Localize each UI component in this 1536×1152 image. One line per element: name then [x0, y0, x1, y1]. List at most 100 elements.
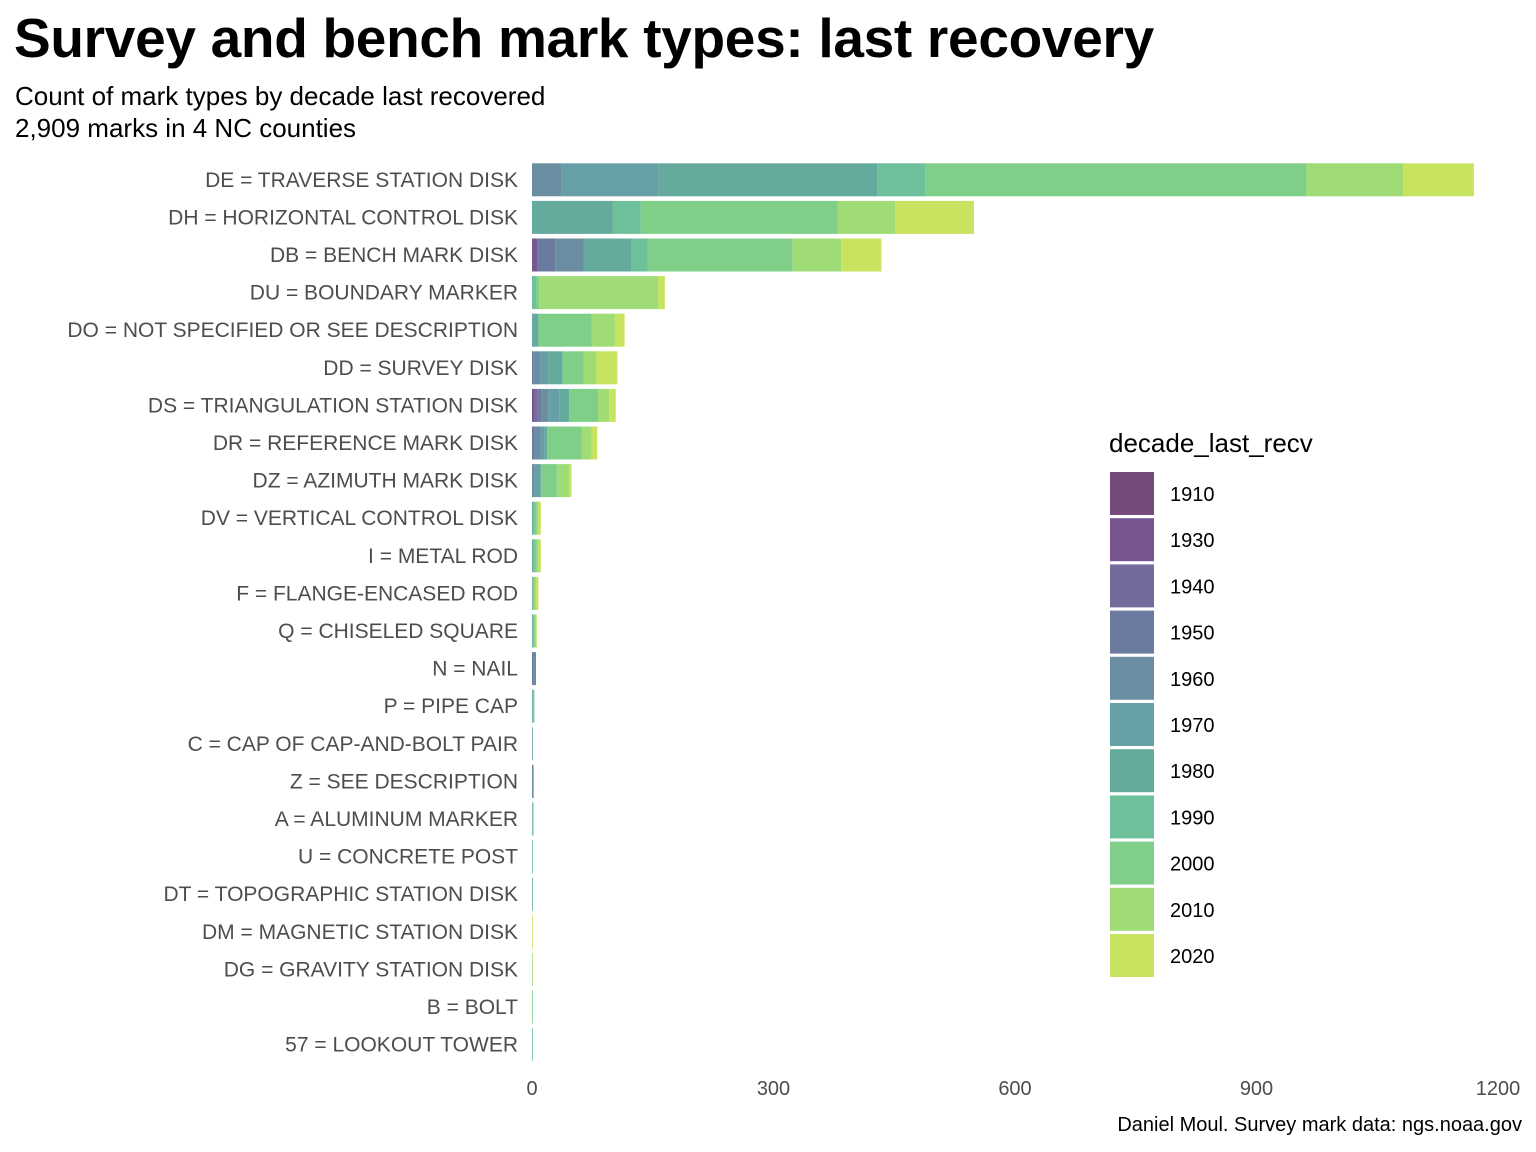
legend-swatch: [1110, 610, 1154, 654]
bar-segment: [533, 614, 536, 648]
legend-label: 2020: [1170, 946, 1215, 968]
bar-segment: [532, 877, 533, 911]
legend-swatch: [1110, 656, 1154, 700]
x-tick-label: 600: [998, 1078, 1031, 1100]
category-label: DV = VERTICAL CONTROL DISK: [201, 507, 518, 530]
bar-segment: [837, 200, 896, 234]
subtitle-line-2: 2,909 marks in 4 NC counties: [15, 113, 357, 143]
bar-segment: [536, 576, 539, 610]
bar-area: [532, 163, 1474, 1062]
legend-swatch: [1110, 795, 1154, 839]
category-label: DS = TRIANGULATION STATION DISK: [148, 394, 518, 417]
bar-segment: [877, 163, 926, 197]
legend-label: 2010: [1170, 900, 1215, 922]
legend-label: 1950: [1170, 623, 1215, 645]
bar-segment: [562, 351, 584, 385]
bar-segment: [841, 238, 882, 272]
bar-segment: [614, 313, 625, 347]
bar-segment: [544, 426, 548, 460]
bar-segment: [534, 426, 541, 460]
legend-label: 1970: [1170, 715, 1215, 737]
bar-segment: [547, 426, 582, 460]
bar-segment: [548, 351, 563, 385]
bar-segment: [658, 163, 878, 197]
bar-segment: [532, 915, 533, 949]
bar-segment: [532, 576, 535, 610]
bar-segment: [591, 313, 615, 347]
bar-segment: [532, 689, 533, 723]
bar-segment: [532, 501, 534, 535]
legend-swatch: [1110, 518, 1154, 562]
bar-segment: [533, 689, 535, 723]
bar-segment: [561, 163, 659, 197]
bar-segment: [640, 200, 838, 234]
chart-caption: Daniel Moul. Survey mark data: ngs.noaa.…: [1117, 1114, 1522, 1136]
category-label: A = ALUMINUM MARKER: [275, 808, 518, 831]
category-label: Q = CHISELED SQUARE: [278, 620, 518, 643]
x-tick-label: 300: [757, 1078, 790, 1100]
legend-swatch: [1110, 564, 1154, 608]
bar-segment: [532, 727, 533, 761]
bar-segment: [895, 200, 974, 234]
bar-segment: [532, 764, 534, 798]
bar-segment: [533, 652, 537, 686]
bar-segment: [532, 313, 534, 347]
bar-segment: [532, 1028, 533, 1062]
bar-segment: [925, 163, 1307, 197]
bar-segment: [533, 539, 537, 573]
bar-segment: [532, 576, 533, 610]
bar-segment: [596, 351, 618, 385]
category-label: DD = SURVEY DISK: [323, 357, 518, 380]
category-label: DM = MAGNETIC STATION DISK: [202, 921, 518, 944]
category-label: DU = BOUNDARY MARKER: [250, 282, 518, 305]
bar-segment: [536, 614, 537, 648]
bar-segment: [631, 238, 648, 272]
bar-segment: [532, 464, 535, 498]
category-label: 57 = LOOKOUT TOWER: [285, 1034, 518, 1057]
bar-segment: [532, 614, 533, 648]
legend-swatch: [1110, 749, 1154, 793]
legend-label: 1930: [1170, 530, 1215, 552]
bar-segment: [591, 426, 598, 460]
category-label: C = CAP OF CAP-AND-BOLT PAIR: [188, 733, 518, 756]
bar-segment: [538, 501, 541, 535]
bar-segment: [792, 238, 842, 272]
bar-segment: [583, 238, 632, 272]
bar-segment: [532, 802, 533, 836]
bar-segment: [532, 388, 535, 422]
bar-segment: [569, 464, 572, 498]
category-label: DO = NOT SPECIFIED OR SEE DESCRIPTION: [67, 319, 518, 342]
legend-label: 1910: [1170, 484, 1215, 506]
bar-segment: [536, 276, 540, 310]
bar-segment: [532, 238, 538, 272]
bar-segment: [537, 388, 542, 422]
category-labels: DE = TRAVERSE STATION DISK DH = HORIZONTA…: [67, 169, 518, 1057]
bar-segment: [658, 276, 665, 310]
legend: decade_last_recv 1910 1930 1940 1950 1960 197…: [1109, 428, 1313, 977]
chart-title: Survey and bench mark types: last recove…: [14, 7, 1154, 69]
category-label: N = NAIL: [432, 658, 518, 681]
bar-segment: [569, 388, 599, 422]
category-label: DT = TOPOGRAPHIC STATION DISK: [163, 883, 518, 906]
legend-label: 1940: [1170, 576, 1215, 598]
bar-segment: [534, 388, 538, 422]
legend-swatch: [1110, 841, 1154, 885]
category-label: F = FLANGE-ENCASED ROD: [236, 582, 518, 605]
legend-label: 1990: [1170, 807, 1215, 829]
category-label: DZ = AZIMUTH MARK DISK: [253, 470, 518, 493]
bar-segment: [534, 464, 541, 498]
category-label: B = BOLT: [427, 996, 518, 1019]
bar-segment: [583, 351, 597, 385]
bar-segment: [647, 238, 793, 272]
x-axis-ticks: 0 300 600 900 1200: [526, 1078, 1520, 1100]
chart-subtitle: Count of mark types by decade last recov…: [15, 80, 545, 144]
category-label: DR = REFERENCE MARK DISK: [213, 432, 518, 455]
bar-segment: [532, 163, 562, 197]
category-label: DE = TRAVERSE STATION DISK: [205, 169, 518, 192]
bar-segment: [532, 689, 534, 723]
category-label: DG = GRAVITY STATION DISK: [224, 958, 518, 981]
bar-segment: [540, 426, 545, 460]
category-label: U = CONCRETE POST: [298, 846, 518, 869]
bar-segment: [598, 388, 610, 422]
bar-segment: [536, 501, 539, 535]
